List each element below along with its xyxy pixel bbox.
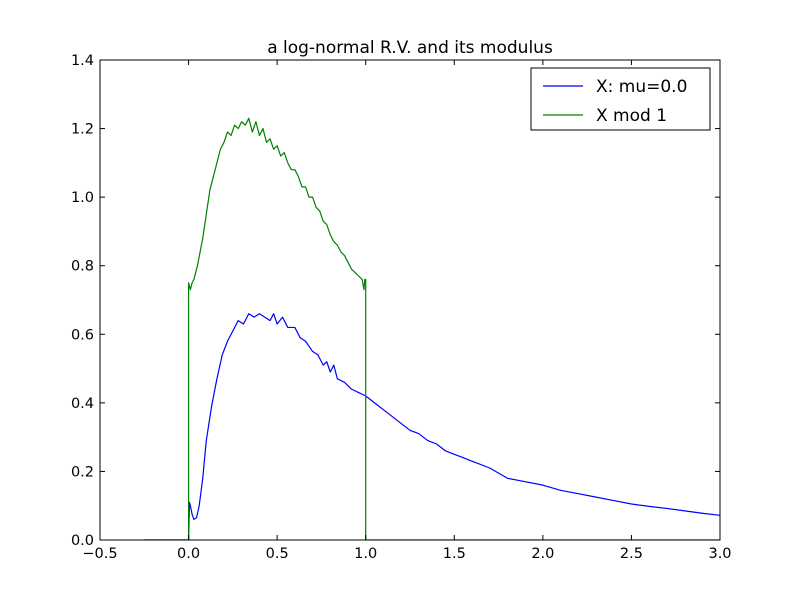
y-tick-label: 0.4 xyxy=(71,396,94,412)
x-tick-label: 2.0 xyxy=(531,546,554,562)
x-tick-label: 1.0 xyxy=(354,546,377,562)
y-tick-label: 0.8 xyxy=(71,259,94,275)
x-tick-label: 1.5 xyxy=(443,546,466,562)
x-tick-label: −0.5 xyxy=(82,546,117,562)
series-line-x-mod-1 xyxy=(144,117,720,540)
x-tick-label: 0.5 xyxy=(266,546,289,562)
y-tick-label: 0.0 xyxy=(71,533,94,549)
x-tick-label: 0.0 xyxy=(177,546,200,562)
legend-box xyxy=(530,67,711,131)
y-tick-label: 0.2 xyxy=(71,464,94,480)
axes: −0.5 0.0 0.5 1.0 1.5 2.0 2.5 3.00.00.20.40.60.8… xyxy=(71,53,732,562)
plot-background xyxy=(100,60,720,540)
y-tick-label: 1.2 xyxy=(71,122,94,138)
x-tick-label: 2.5 xyxy=(620,546,643,562)
chart-title: a log-normal R.V. and its modulus xyxy=(267,38,553,58)
y-tick-label: 0.6 xyxy=(71,327,94,343)
x-tick-label: 3.0 xyxy=(708,546,731,562)
legend-label-x: X: mu=0.0 xyxy=(596,77,687,97)
y-tick-label: 1.4 xyxy=(71,53,94,69)
axes-frame xyxy=(99,59,721,541)
legend-label-x-mod-1: X mod 1 xyxy=(596,106,667,126)
series-line-x-mu-0-0 xyxy=(144,313,720,540)
plot-area xyxy=(100,60,720,540)
legend: X: mu=0.0 X mod 1 xyxy=(530,67,711,131)
y-tick-label: 1.0 xyxy=(71,190,94,206)
